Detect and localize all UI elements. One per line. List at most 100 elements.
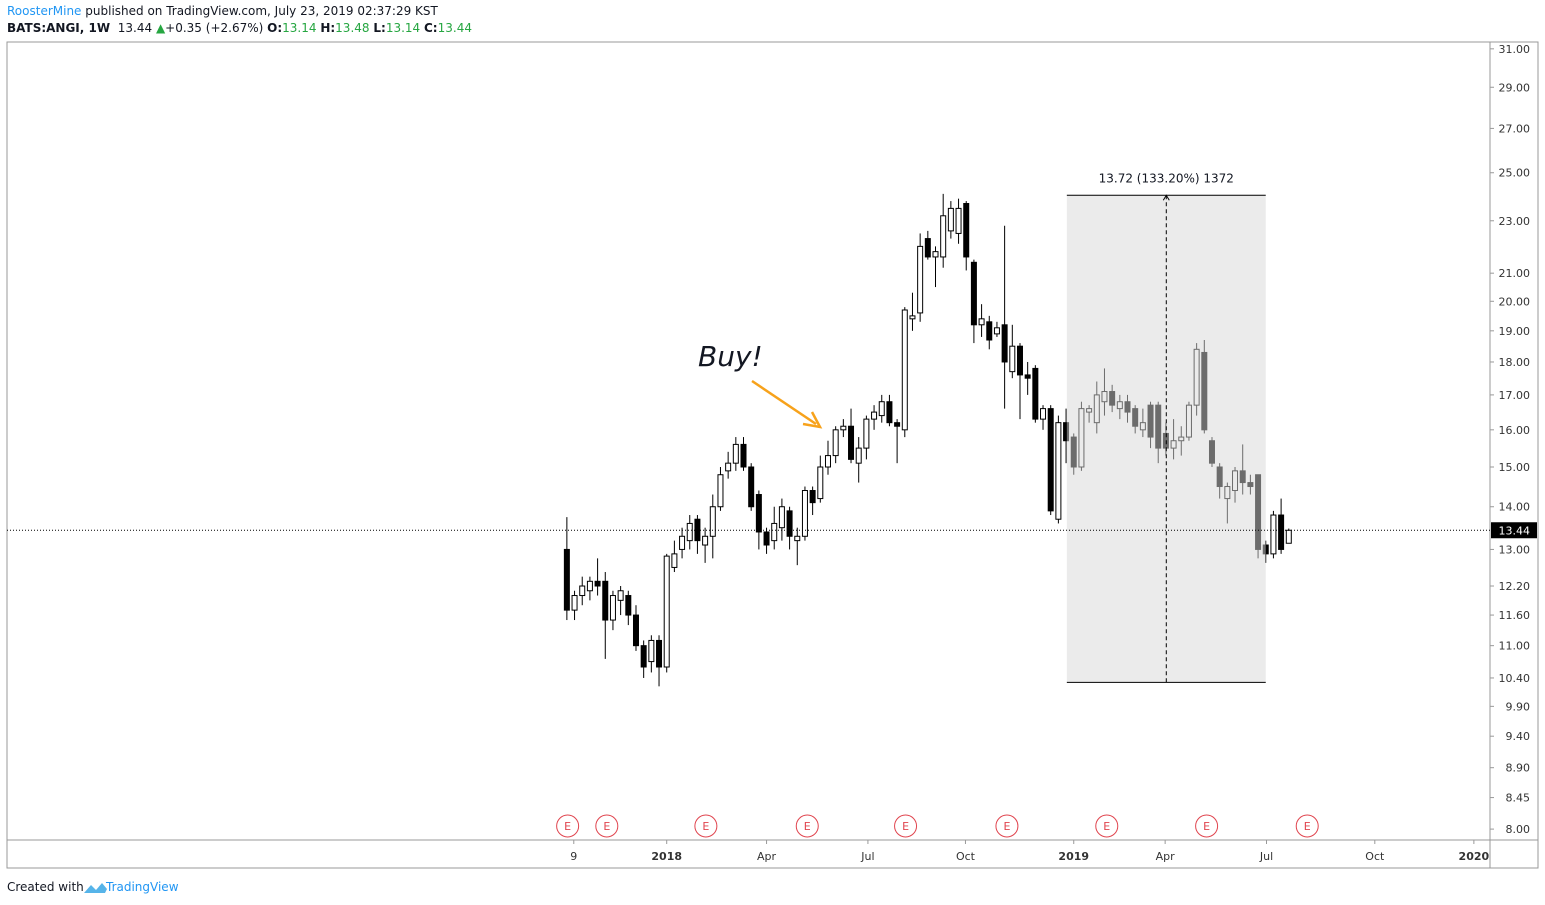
- candle-body: [1285, 529, 1292, 544]
- earnings-label: E: [702, 820, 709, 833]
- earnings-marker: [1195, 814, 1219, 838]
- earnings-label: E: [564, 820, 571, 833]
- candle-body: [1024, 374, 1031, 379]
- candle-body: [986, 321, 993, 341]
- candle-body: [617, 590, 624, 601]
- candle-body: [817, 466, 824, 500]
- candle-body: [763, 531, 770, 546]
- buy-arrowhead: [802, 411, 823, 429]
- candle-body: [671, 553, 678, 568]
- earnings-label: E: [603, 820, 610, 833]
- candle-body: [993, 327, 1000, 335]
- candle-body: [679, 535, 686, 550]
- candle-body: [848, 425, 855, 460]
- x-tick-label: 2018: [651, 850, 682, 863]
- y-tick-label: 13.00: [1499, 543, 1531, 556]
- earnings-marker: [694, 814, 718, 838]
- y-tick-label: 21.00: [1499, 267, 1531, 280]
- candle-body: [786, 510, 793, 537]
- earnings-label: E: [1003, 820, 1010, 833]
- ohlc-value: 13.44: [437, 21, 472, 35]
- candle-body: [894, 422, 901, 427]
- candle-body: [978, 318, 985, 326]
- y-tick-label: 19.00: [1499, 325, 1531, 338]
- x-tick-label: Apr: [1156, 850, 1176, 863]
- ohlc: O:13.14 H:13.48 L:13.14 C:13.44: [267, 21, 472, 35]
- ohlc-label: C:: [424, 21, 438, 35]
- candle-body: [801, 490, 808, 537]
- x-tick-label: Oct: [1365, 850, 1385, 863]
- earnings-label: E: [1203, 820, 1210, 833]
- ohlc-label: L:: [373, 21, 386, 35]
- candle-body: [648, 639, 655, 663]
- y-tick-label: 23.00: [1499, 215, 1531, 228]
- buy-arrow: [751, 379, 817, 426]
- candle-body: [571, 595, 578, 611]
- y-tick-label: 18.00: [1499, 356, 1531, 369]
- candle-body: [917, 245, 924, 314]
- y-tick-label: 29.00: [1499, 81, 1531, 94]
- tv-logo: [84, 883, 107, 893]
- y-tick-label: 14.00: [1499, 501, 1531, 514]
- candle-body: [609, 595, 616, 621]
- candle-body: [602, 580, 609, 621]
- footer-brand: TradingView: [105, 880, 179, 894]
- candle-body: [940, 215, 947, 258]
- candle-body: [1009, 345, 1016, 373]
- candle-body: [755, 494, 762, 533]
- candle-body: [1016, 345, 1023, 376]
- y-tick-label: 25.00: [1499, 167, 1531, 180]
- frame: [6, 41, 1539, 869]
- candle-body: [924, 238, 931, 258]
- buy-annotation: Buy!: [698, 340, 763, 373]
- author: RoosterMine: [7, 4, 82, 18]
- header-line: RoosterMine published on TradingView.com…: [7, 4, 438, 18]
- candle-body: [640, 645, 647, 668]
- ohlc-value: 13.48: [335, 21, 370, 35]
- candle-body: [955, 207, 962, 234]
- candle-body: [586, 580, 593, 592]
- y-tick-label: 27.00: [1499, 122, 1531, 135]
- y-tick-label: 16.00: [1499, 424, 1531, 437]
- candle-body: [809, 490, 816, 504]
- candle-body: [1001, 324, 1008, 363]
- change: +0.35 (+2.67%): [165, 21, 264, 35]
- y-tick-label: 15.00: [1499, 461, 1531, 474]
- candle-body: [824, 455, 831, 468]
- candle-body: [1032, 367, 1039, 420]
- candle-body: [901, 309, 908, 431]
- y-tick-label: 20.00: [1499, 295, 1531, 308]
- candle-body: [1055, 422, 1062, 520]
- earnings-label: E: [804, 820, 811, 833]
- symbol: BATS:ANGI, 1W: [7, 21, 111, 35]
- last-price-label: 13.44: [1499, 524, 1531, 537]
- ohlc-value: 13.14: [282, 21, 317, 35]
- candle-body: [778, 506, 785, 529]
- candle-body: [871, 411, 878, 420]
- earnings-marker: [1295, 814, 1319, 838]
- measure-label: 13.72 (133.20%) 1372: [1099, 171, 1234, 185]
- candle-body: [686, 522, 693, 542]
- y-tick-label: 11.00: [1499, 640, 1531, 653]
- candle-body: [970, 261, 977, 326]
- candle-body: [740, 443, 747, 468]
- x-tick-label: Jul: [1259, 850, 1273, 863]
- candle-body: [663, 555, 670, 668]
- y-tick-label: 17.00: [1499, 389, 1531, 402]
- candle-body: [702, 535, 709, 546]
- candle-body: [909, 315, 916, 320]
- y-tick-label: 8.45: [1506, 792, 1531, 805]
- candle-body: [1047, 408, 1054, 512]
- last-price-box: [1491, 522, 1537, 539]
- x-tick-label: Jul: [860, 850, 874, 863]
- candle-body: [1270, 514, 1277, 555]
- candle-body: [855, 447, 862, 464]
- published: published on TradingView.com, July 23, 2…: [85, 4, 438, 18]
- footer-text: Created with: [7, 880, 84, 894]
- candle-body: [625, 595, 632, 616]
- y-tick-label: 8.00: [1506, 823, 1531, 836]
- candle-body: [563, 548, 570, 611]
- candle-body: [963, 203, 970, 258]
